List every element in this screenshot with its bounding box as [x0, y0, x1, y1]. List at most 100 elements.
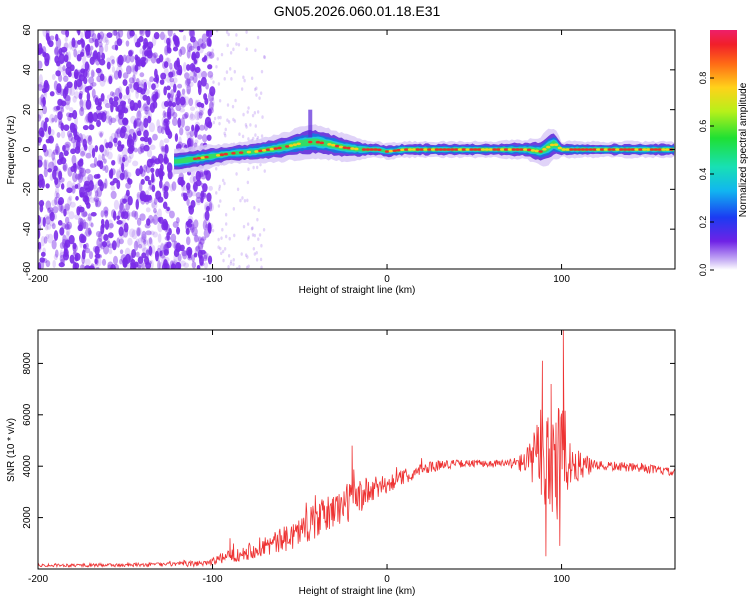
spectrogram-noise-blob	[94, 145, 99, 153]
spectrogram-noise-blob	[143, 115, 148, 122]
colorbar-tick-label: 0.6	[698, 120, 708, 133]
spectrogram-noise-blob	[143, 239, 149, 246]
ridge-core-segment	[519, 148, 524, 151]
spectrogram-noise-blob	[184, 125, 191, 132]
spectrogram-noise-blob	[182, 192, 188, 198]
spectrogram-noise-blob	[53, 230, 59, 241]
ridge-core-segment	[515, 148, 520, 151]
spectrogram-noise-blob	[42, 216, 46, 228]
ridge-core-segment	[254, 150, 259, 153]
ridge-core-segment	[630, 148, 635, 151]
spectrogram-noise-blob	[106, 61, 111, 70]
spectrogram-noise-blob	[137, 108, 141, 117]
spectrogram-noise-blob	[260, 265, 263, 269]
spectrogram-noise-blob	[208, 51, 215, 59]
spectrogram-noise-blob	[64, 223, 70, 230]
spectrogram-y-axis: -60 -40 -20 0 20 40 60	[22, 24, 675, 276]
spectrogram-noise-blob	[55, 33, 59, 42]
spectrogram-noise-blob	[56, 83, 62, 94]
spectrogram-noise-blob	[178, 136, 182, 146]
spectrogram-noise-blob	[68, 107, 74, 112]
spectrogram-noise-blob	[152, 231, 158, 238]
spectrogram-noise-blob	[119, 200, 124, 211]
spectrogram-noise-blob	[191, 64, 197, 74]
spectrogram-noise-blob	[140, 233, 148, 243]
spectrogram-noise-blob	[128, 212, 135, 217]
spectrogram-noise-blob	[116, 220, 123, 225]
spectrogram-noise-blob	[196, 112, 201, 120]
spectrogram-noise-blob	[185, 128, 190, 136]
spectrogram-noise-blob	[225, 30, 229, 34]
spectrogram-noise-blob	[117, 153, 122, 165]
spectrogram-noise-blob	[258, 233, 262, 237]
spectrogram-noise-blob	[204, 201, 210, 212]
spectrogram-noise-blob	[62, 65, 66, 72]
spectrogram-noise-blob	[78, 132, 83, 144]
spectrogram-noise-blob	[82, 195, 89, 203]
spectrogram-noise-blob	[140, 169, 146, 177]
spectrogram-noise-blob	[100, 93, 105, 102]
spectrogram-noise-blob	[56, 158, 63, 166]
spectrogram-noise-blob	[233, 233, 236, 238]
spectrogram-noise-blob	[192, 73, 198, 84]
spectrogram-noise-blob	[79, 100, 83, 105]
spectrogram-noise-blob	[73, 48, 78, 58]
ridge-core-segment	[511, 148, 516, 151]
spectrogram-noise-blob	[117, 140, 122, 147]
spectrogram-noise-blob	[105, 110, 110, 120]
spectrogram-noise-blob	[135, 168, 141, 177]
spectrogram-noise-blob	[189, 113, 196, 121]
spectrogram-noise-blob	[132, 139, 136, 148]
spectrogram-noise-blob	[41, 105, 48, 115]
spectrogram-noise-blob	[42, 51, 47, 58]
spectrogram-noise-blob	[125, 130, 131, 139]
spectrogram-noise-blob	[78, 206, 85, 213]
spectrogram-noise-blob	[182, 34, 187, 42]
spectrogram-noise-blob	[232, 262, 235, 267]
spectrogram-noise-blob	[195, 170, 202, 182]
spectrogram-noise-blob	[224, 222, 228, 226]
spectrogram-noise-blob	[178, 91, 182, 100]
spectrogram-noise-blob	[45, 200, 52, 210]
spectrogram-noise-blob	[145, 230, 152, 236]
spectrogram-noise-blob	[128, 151, 134, 159]
spectrogram-noise-blob	[136, 38, 141, 48]
spectrogram-noise-blob	[245, 30, 248, 34]
ridge-core-segment	[354, 147, 359, 151]
spectrogram-noise-blob	[109, 181, 115, 186]
spectrogram-noise-blob	[208, 199, 213, 210]
spectrogram-noise-blob	[167, 100, 173, 107]
spectrogram-noise-blob	[78, 222, 83, 230]
spectrogram-noise-blob	[129, 30, 135, 37]
ridge-core-segment	[572, 148, 578, 151]
spectrogram-noise-blob	[134, 261, 139, 268]
spectrogram-noise-blob	[263, 55, 266, 59]
spectrogram-noise-blob	[72, 242, 77, 250]
spectrogram-noise-blob	[206, 134, 212, 141]
spectrogram-x-tick-label: -100	[203, 274, 223, 285]
spectrogram-noise-blob	[122, 95, 127, 100]
ridge-core-segment	[392, 149, 397, 152]
spectrogram-noise-blob	[80, 48, 86, 57]
spectrogram-noise-blob	[175, 261, 182, 269]
spectrogram-noise-blob	[88, 251, 94, 260]
spectrogram-noise-blob	[51, 73, 56, 80]
spectrogram-noise-blob	[119, 249, 124, 255]
spectrogram-noise-blob	[104, 178, 108, 189]
ridge-core-segment	[369, 148, 374, 151]
spectrogram-noise-blob	[97, 32, 101, 41]
snr-y-label: SNR (10 * v/v)	[6, 418, 17, 482]
spectrogram-noise-blob	[108, 75, 113, 85]
ridge-core-segment	[334, 144, 340, 148]
ridge-core-segment	[434, 148, 440, 151]
spectrogram-noise-blob	[200, 43, 206, 49]
spectrogram-noise-blob	[207, 108, 212, 117]
spectrogram-noise-blob	[186, 182, 191, 191]
spectrogram-noise-blob	[38, 114, 42, 122]
spectrogram-noise-blob	[43, 121, 48, 132]
spectrogram-noise-blob	[157, 233, 162, 243]
spectrogram-noise-blob	[57, 219, 63, 226]
ridge-core-segment	[596, 148, 601, 151]
spectrogram-noise-blob	[167, 107, 172, 118]
spectrogram-noise-blob	[208, 222, 214, 229]
